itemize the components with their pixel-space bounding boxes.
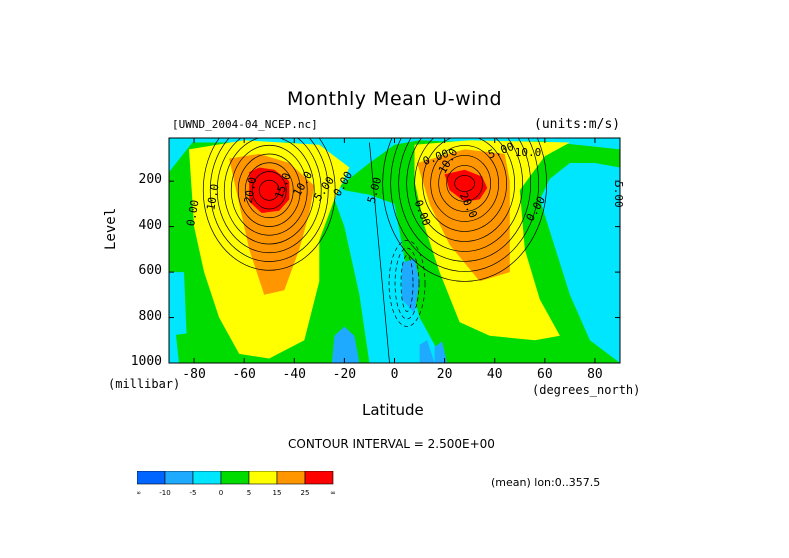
x-tick-label: 0 — [390, 367, 399, 382]
band-easterly-equator — [402, 258, 420, 313]
dataset-label: [UWND_2004-04_NCEP.nc] — [172, 118, 318, 131]
colorbar-swatch — [220, 471, 250, 485]
contour-line — [430, 145, 500, 222]
colorbar-label: -10 — [159, 489, 170, 497]
x-tick-label: 40 — [486, 367, 503, 382]
band-easterly-south — [169, 272, 187, 336]
colorbar: -∞ -10 -5 0 5 15 25 ∞ — [137, 471, 336, 497]
colorbar-label: 15 — [273, 489, 282, 497]
band-easterly-top — [319, 142, 370, 154]
y-tick-label: 200 — [138, 172, 162, 188]
colorbar-swatch — [137, 471, 166, 485]
contour-line — [251, 171, 287, 210]
contour-line — [216, 138, 322, 254]
contour-line — [400, 255, 414, 312]
chart-title: Monthly Mean U-wind — [286, 88, 503, 110]
x-axis-label: Latitude — [362, 401, 424, 419]
contour-label: 5.00 — [612, 181, 625, 208]
colorbar-swatch — [164, 471, 194, 485]
contour-line — [237, 153, 301, 227]
contour-line — [244, 162, 294, 219]
colorbar-label: -∞ — [137, 489, 141, 497]
y-axis-units: (millibar) — [108, 377, 181, 391]
contour-line — [202, 138, 336, 271]
y-tick-label: 800 — [138, 308, 162, 324]
band-25-plus-south — [249, 167, 290, 213]
y-tick-label: 600 — [138, 263, 162, 279]
contour-line — [394, 247, 420, 320]
band-15-25-north — [417, 149, 510, 282]
x-tick-label: 20 — [436, 367, 453, 382]
x-tick-label: 80 — [587, 367, 603, 382]
contour-line — [414, 138, 515, 242]
contour-line — [454, 175, 476, 192]
contour-line — [422, 138, 507, 232]
band-easterly-lower — [331, 326, 360, 363]
contour-line — [406, 138, 523, 252]
colorbar-label: ∞ — [330, 489, 336, 497]
colorbar-swatch — [248, 471, 278, 485]
contour-line — [398, 138, 531, 262]
band-25-plus-north — [444, 169, 488, 202]
contour-label: 0.00 — [184, 199, 201, 227]
colorbar-label: 0 — [219, 489, 223, 497]
x-tick-label: 60 — [537, 367, 553, 382]
contour-line — [382, 138, 547, 282]
colorbar-swatch — [304, 471, 334, 485]
x-tick-label: -60 — [232, 367, 256, 382]
contour-line — [369, 142, 390, 363]
contour-line — [438, 155, 492, 212]
colorbar-swatch — [192, 471, 222, 485]
x-tick-label: -40 — [282, 367, 306, 382]
colorbar-swatch — [276, 471, 306, 485]
colorbar-label: -5 — [190, 489, 197, 497]
y-axis-label: Level — [103, 207, 119, 250]
colorbar-label: 5 — [247, 489, 251, 497]
contour-label: 10.0 — [204, 183, 221, 211]
contour-line — [209, 138, 329, 262]
contour-line — [223, 138, 315, 245]
contour-label: 20.0 — [242, 176, 259, 204]
band-easterly-lower-2 — [419, 340, 435, 363]
contour-line — [446, 165, 484, 202]
band-easterly-pole — [169, 140, 195, 173]
contour-line — [388, 240, 426, 327]
x-tick-label: -20 — [332, 367, 357, 382]
mean-longitude-label: (mean) lon:0..357.5 — [491, 476, 601, 489]
y-tick-label: 400 — [138, 217, 162, 233]
contour-line — [230, 144, 308, 236]
units-label: (units:m/s) — [534, 117, 621, 132]
contour-line — [258, 179, 280, 201]
contour-label: 10.0 — [515, 146, 542, 159]
contour-interval-label: CONTOUR INTERVAL = 2.500E+00 — [288, 437, 495, 451]
contour-line — [390, 138, 539, 272]
band-easterly-lower-3 — [434, 341, 448, 363]
y-tick-label: 1000 — [130, 354, 162, 369]
x-axis-units: (degrees_north) — [532, 383, 641, 397]
colorbar-label: 25 — [301, 489, 310, 497]
x-tick-label: -80 — [182, 367, 206, 382]
